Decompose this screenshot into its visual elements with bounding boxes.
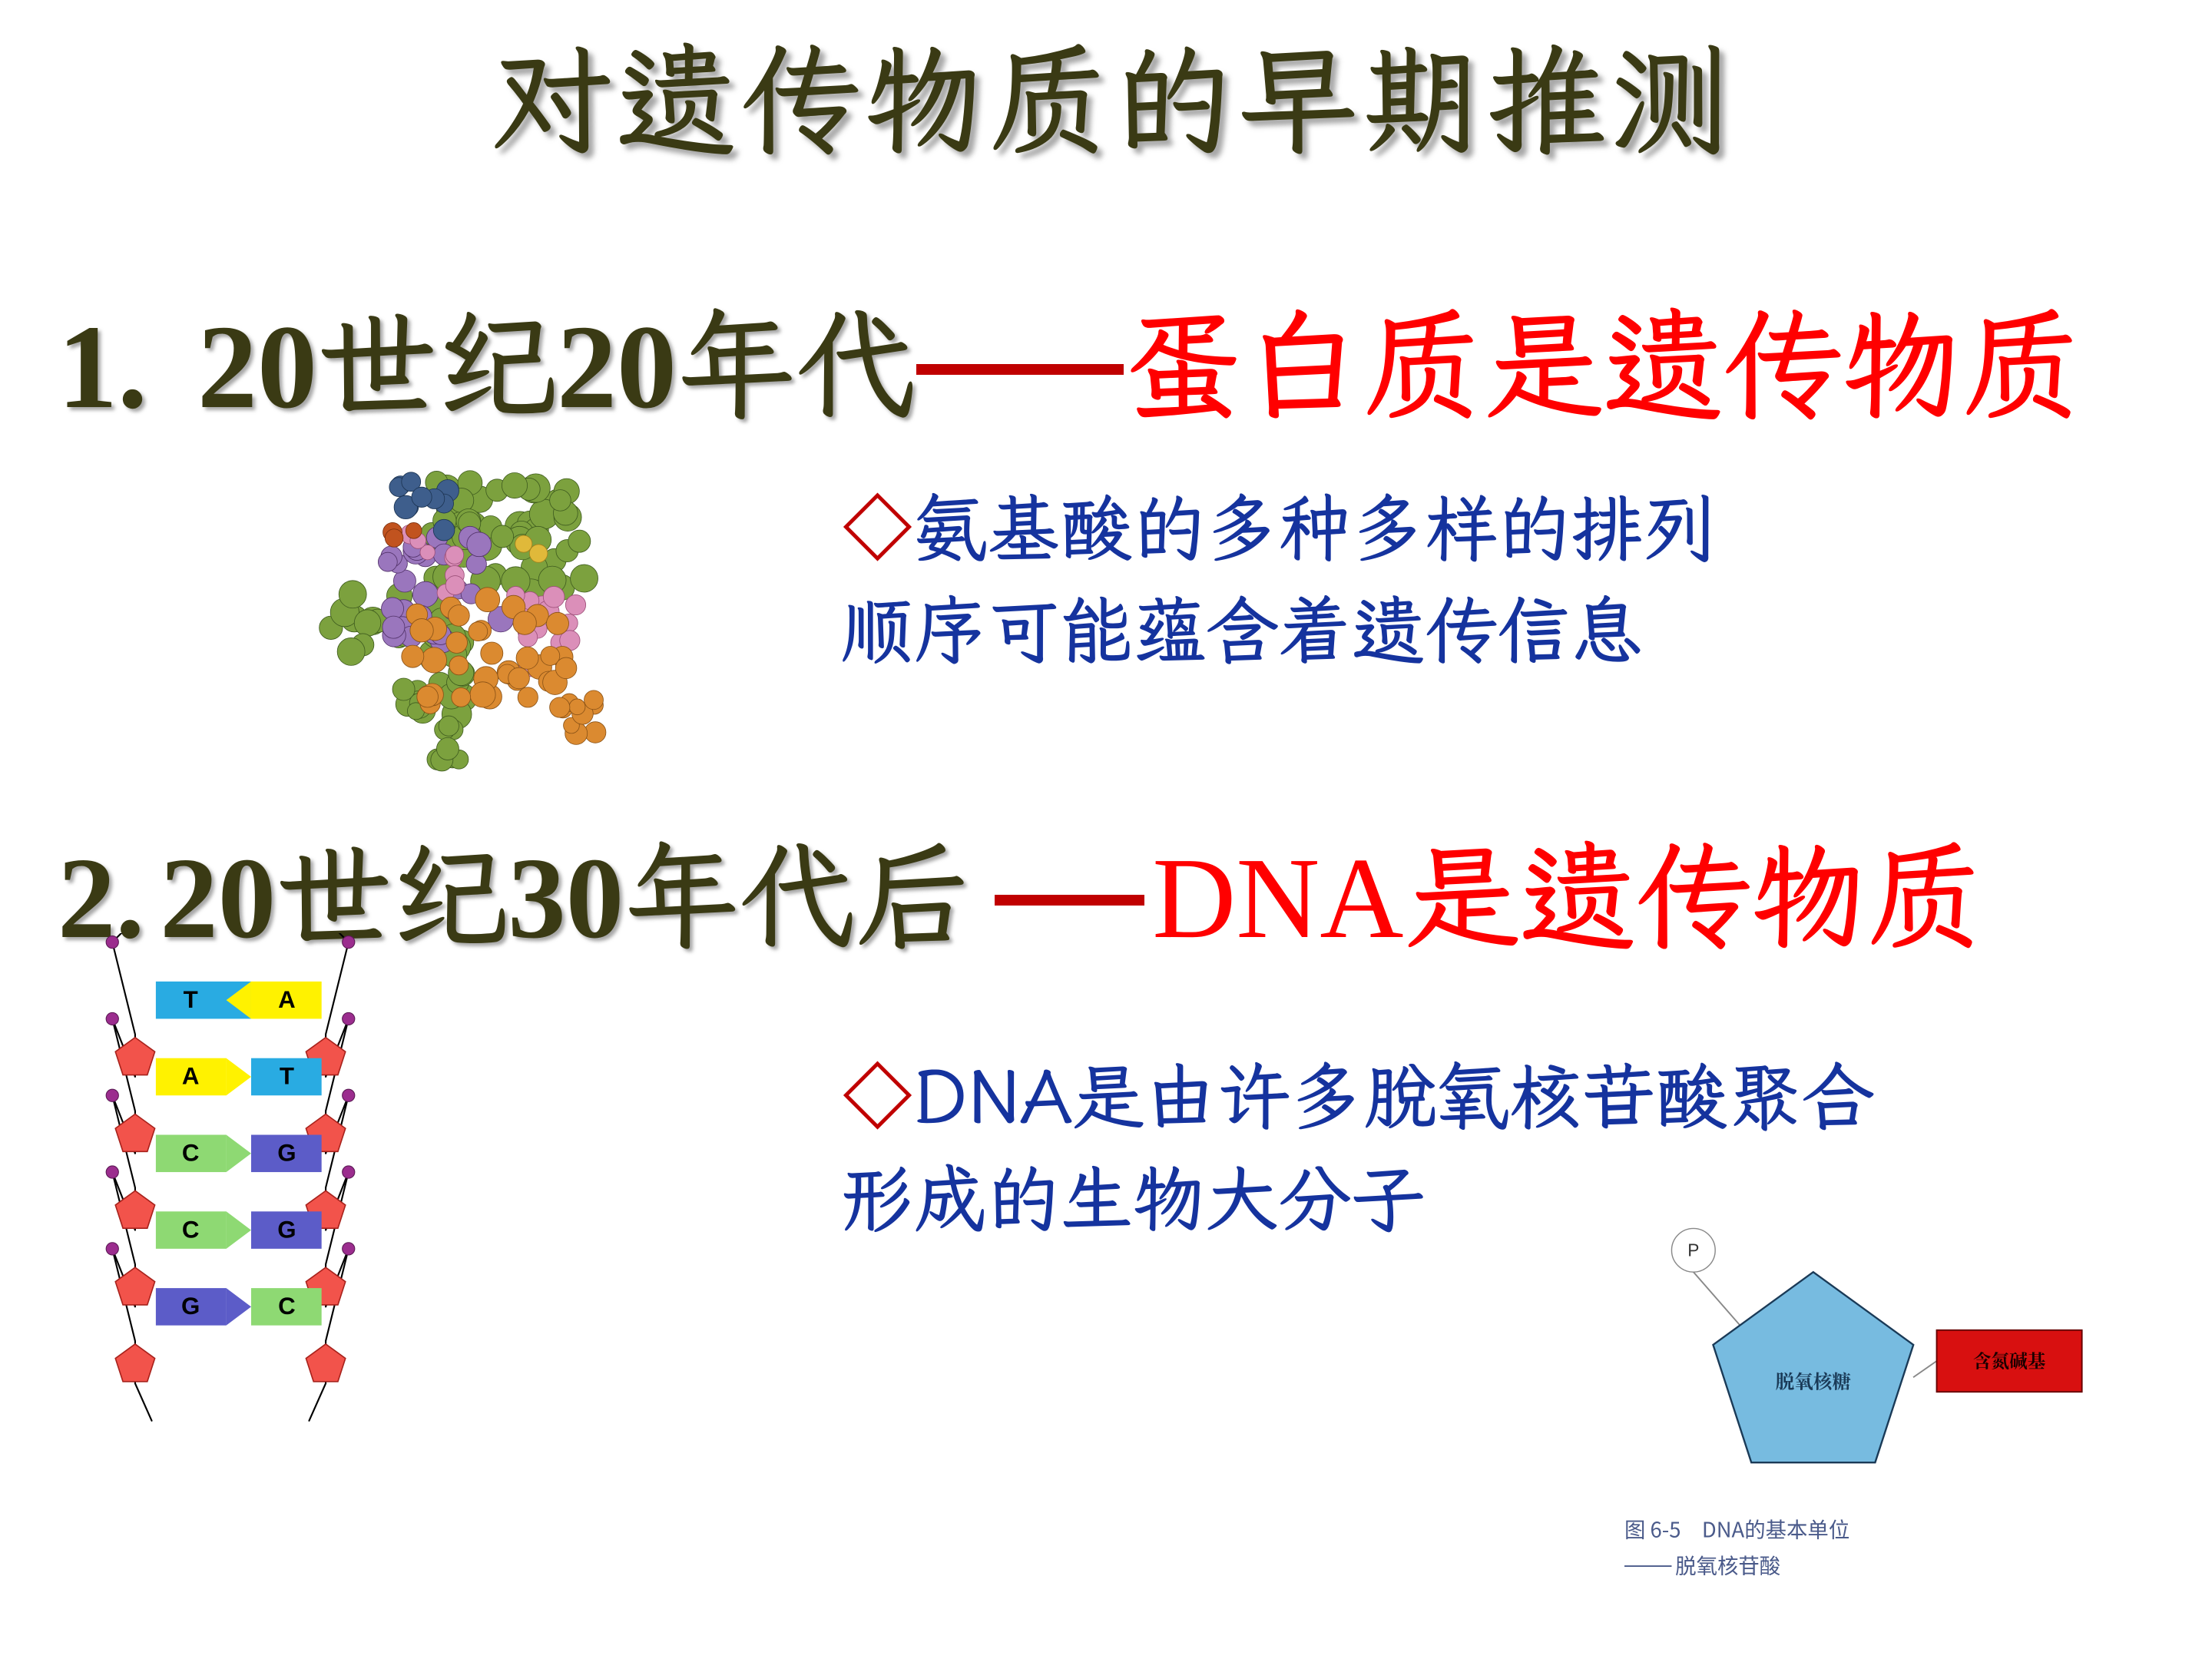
svg-text:G: G — [277, 1139, 296, 1166]
svg-text:脱氧核糖: 脱氧核糖 — [1776, 1367, 1852, 1394]
svg-text:图 6-5 DNA的基本单位: 图 6-5 DNA的基本单位 — [1624, 1512, 1849, 1543]
svg-text:P: P — [1687, 1240, 1699, 1260]
svg-text:C: C — [278, 1293, 296, 1320]
svg-text:A: A — [182, 1063, 200, 1090]
svg-text:C: C — [182, 1139, 200, 1166]
svg-text:脱氧核苷酸: 脱氧核苷酸 — [1675, 1549, 1780, 1580]
svg-text:T: T — [280, 1063, 294, 1090]
svg-text:C: C — [182, 1216, 200, 1243]
svg-text:T: T — [184, 986, 198, 1013]
svg-text:含氮碱基: 含氮碱基 — [1973, 1347, 2046, 1373]
svg-text:G: G — [277, 1216, 296, 1243]
svg-text:G: G — [181, 1293, 200, 1320]
svg-text:A: A — [278, 986, 296, 1013]
